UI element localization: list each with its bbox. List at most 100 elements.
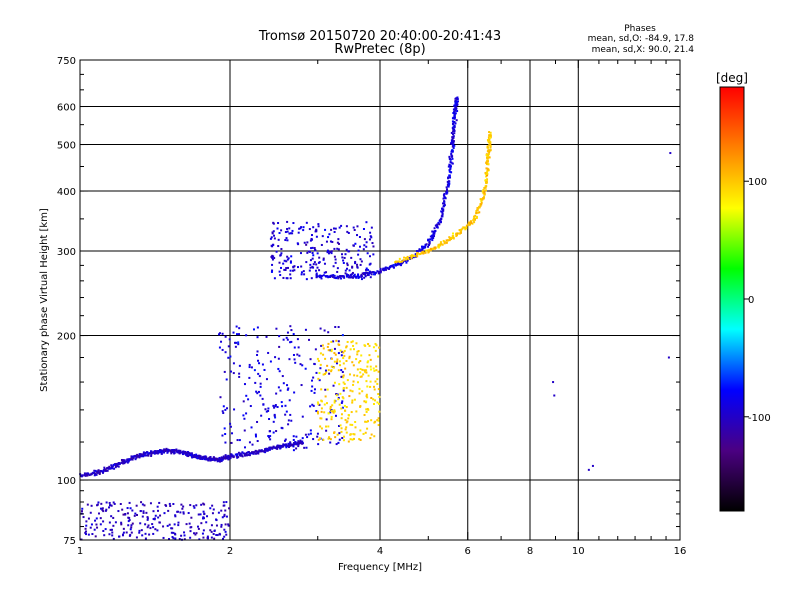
data-point (335, 443, 338, 446)
data-point (311, 238, 314, 241)
x-tick-label: 6 (465, 546, 471, 557)
data-point (302, 270, 305, 273)
data-point (372, 398, 375, 401)
data-point (151, 523, 154, 526)
data-point (414, 253, 417, 256)
data-point (225, 455, 228, 458)
data-point (142, 451, 145, 454)
data-point (487, 155, 490, 158)
data-point (267, 435, 270, 438)
data-point (209, 529, 212, 532)
y-tick-label: 600 (57, 103, 76, 114)
data-point (340, 354, 343, 357)
data-point (166, 451, 169, 454)
data-point (224, 523, 227, 526)
data-point (112, 524, 115, 527)
data-point (267, 409, 270, 412)
data-point (224, 433, 227, 436)
data-point (237, 451, 240, 454)
data-point (318, 256, 321, 259)
data-point (330, 348, 333, 351)
data-point (488, 150, 491, 153)
data-point (358, 387, 361, 390)
data-point (160, 449, 163, 452)
data-point (165, 448, 168, 451)
data-point (307, 250, 310, 253)
data-point (394, 262, 397, 265)
data-point (170, 531, 173, 534)
data-point (206, 515, 209, 518)
data-point (193, 506, 196, 509)
data-point (330, 252, 333, 255)
data-point (154, 528, 157, 531)
data-point (182, 512, 185, 515)
data-point (275, 392, 278, 395)
data-point (319, 417, 322, 420)
data-point (217, 459, 220, 462)
data-point (289, 232, 292, 235)
data-point (225, 501, 228, 504)
data-point (487, 146, 490, 149)
data-point (386, 267, 389, 270)
data-point (227, 356, 230, 359)
data-point (114, 466, 117, 469)
data-point (334, 436, 337, 439)
data-point (405, 261, 408, 264)
data-point (305, 446, 308, 449)
data-point (325, 271, 328, 274)
data-point (441, 207, 444, 210)
data-point (277, 222, 280, 225)
data-point (299, 439, 302, 442)
data-point (199, 455, 202, 458)
data-point (178, 537, 181, 540)
data-point (108, 506, 111, 509)
data-point (418, 248, 421, 251)
data-point (257, 450, 260, 453)
data-point (256, 392, 259, 395)
data-point (221, 348, 224, 351)
data-point (292, 449, 295, 452)
data-point (375, 344, 378, 347)
data-point (344, 409, 347, 412)
data-point (439, 241, 442, 244)
data-point (315, 410, 318, 413)
data-point (447, 180, 450, 183)
data-point (317, 223, 320, 226)
data-point (355, 358, 358, 361)
data-point (447, 176, 450, 179)
data-point (336, 433, 339, 436)
data-point (225, 515, 228, 518)
data-point (264, 449, 267, 452)
data-point (157, 516, 160, 519)
data-point (412, 254, 415, 257)
data-point (353, 433, 356, 436)
data-point (359, 405, 362, 408)
data-point (392, 264, 395, 267)
data-point (461, 227, 464, 230)
data-point (433, 230, 436, 233)
data-point (247, 453, 250, 456)
data-point (220, 509, 223, 512)
data-point (173, 450, 176, 453)
data-point (384, 266, 387, 269)
data-point (207, 458, 210, 461)
data-point (274, 405, 277, 408)
data-point (340, 350, 343, 353)
data-point (451, 133, 454, 136)
data-point (369, 365, 372, 368)
data-point (286, 227, 289, 230)
data-point (238, 333, 241, 336)
data-point (319, 352, 322, 355)
phase-stats-heading: Phases (624, 24, 656, 34)
data-point (285, 410, 288, 413)
data-point (352, 226, 355, 229)
data-point (349, 423, 352, 426)
data-point (292, 438, 295, 441)
data-point (357, 249, 360, 252)
data-point (368, 238, 371, 241)
data-point (146, 518, 149, 521)
data-point (122, 459, 125, 462)
data-point (281, 405, 284, 408)
data-point (339, 275, 342, 278)
data-point (453, 126, 456, 129)
